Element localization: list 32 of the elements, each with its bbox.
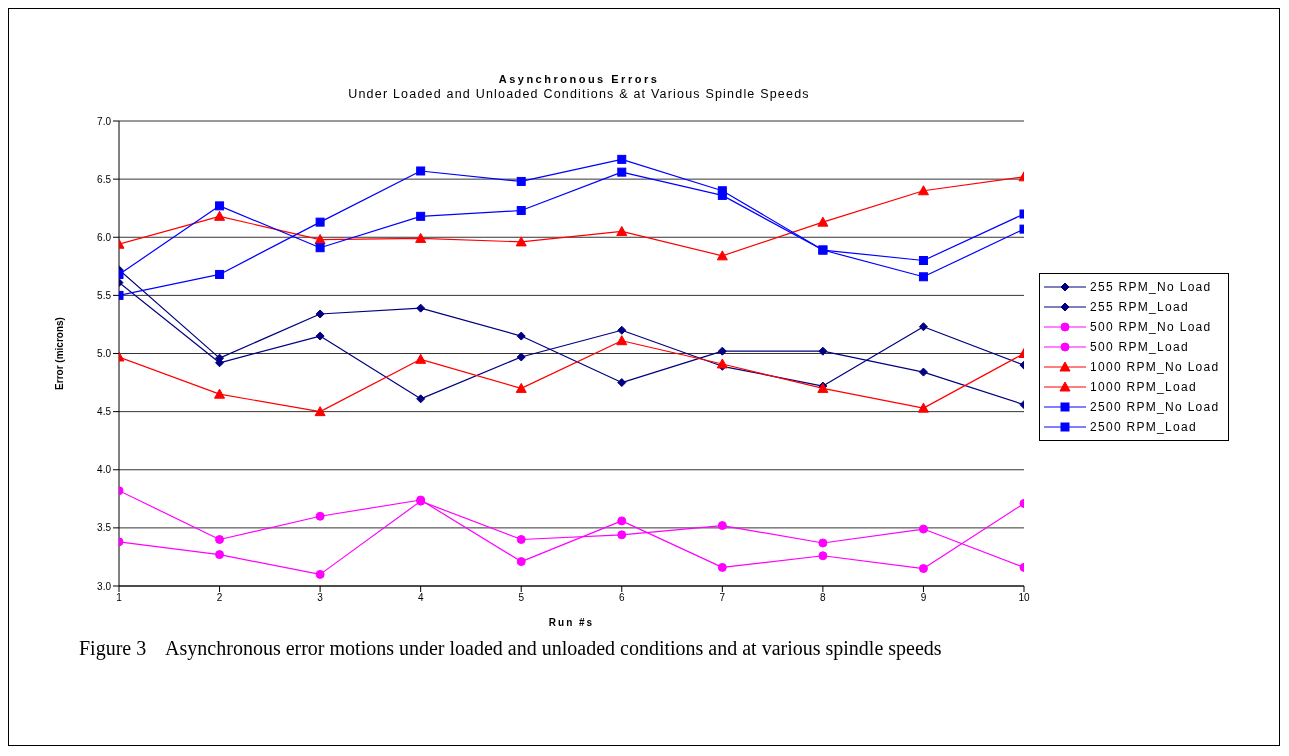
x-tick-label: 6 xyxy=(619,592,625,604)
legend-label: 1000 RPM_No Load xyxy=(1090,360,1220,374)
legend-label: 500 RPM_Load xyxy=(1090,340,1189,354)
legend-label: 255 RPM_Load xyxy=(1090,300,1189,314)
chart-title: Asynchronous Errors xyxy=(497,73,661,85)
y-tick-label: 3.0 xyxy=(97,580,112,592)
x-tick-label: 1 xyxy=(116,592,123,604)
y-tick-label: 6.5 xyxy=(97,173,112,185)
y-tick-label: 4.5 xyxy=(97,406,112,418)
y-axis-title: Error (microns) xyxy=(53,317,65,390)
y-tick-label: 3.5 xyxy=(97,522,112,534)
legend-label: 2500 RPM_Load xyxy=(1090,420,1197,434)
caption: Figure 3 Asynchronous error motions under loaded and unloaded conditions and at various spindle speeds xyxy=(79,637,942,660)
legend-label: 1000 RPM_Load xyxy=(1090,380,1197,394)
x-tick-label: 10 xyxy=(1018,592,1030,604)
x-tick-label: 7 xyxy=(719,592,726,604)
x-tick-label: 4 xyxy=(417,592,424,604)
legend-label: 500 RPM_No Load xyxy=(1090,320,1212,334)
y-tick-label: 6.0 xyxy=(97,231,112,243)
y-tick-label: 7.0 xyxy=(97,115,112,127)
legend-label: 255 RPM_No Load xyxy=(1090,280,1212,294)
y-tick-label: 5.0 xyxy=(97,348,112,360)
legend-label: 2500 RPM_No Load xyxy=(1090,400,1220,414)
chart-subtitle: Under Loaded and Unloaded Conditions & at Various Spindle Speeds xyxy=(347,87,811,101)
x-tick-label: 3 xyxy=(317,592,324,604)
x-axis-title: Run #s xyxy=(548,617,595,628)
x-tick-label: 8 xyxy=(820,592,827,604)
x-tick-label: 2 xyxy=(216,592,223,604)
y-tick-label: 4.0 xyxy=(97,464,112,476)
x-tick-label: 5 xyxy=(518,592,525,604)
x-tick-label: 9 xyxy=(920,592,927,604)
y-tick-label: 5.5 xyxy=(97,289,112,301)
